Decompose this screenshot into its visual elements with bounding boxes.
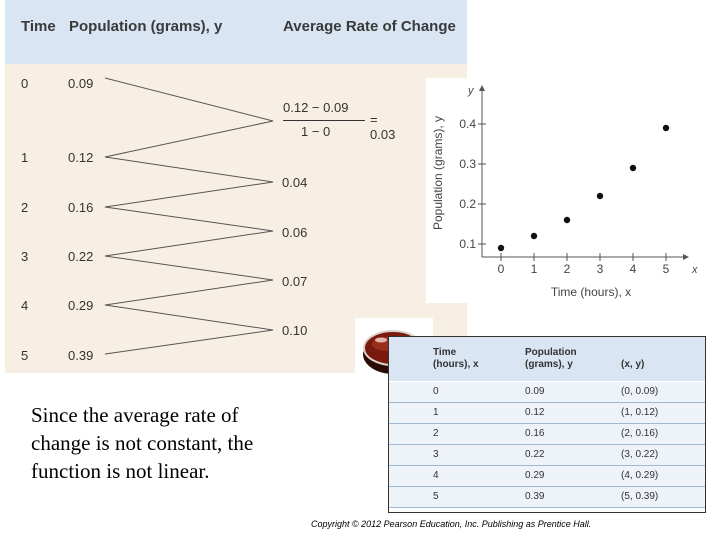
fraction-numerator: 0.12 − 0.09	[283, 100, 349, 115]
y-axis-letter: y	[467, 85, 475, 97]
population-cell: 0.09	[68, 76, 94, 91]
y-tick-label: 0.3	[459, 157, 476, 171]
time-cell: 0	[21, 76, 29, 91]
x-axis-label: Time (hours), x	[551, 285, 631, 299]
cell-x: 1	[433, 407, 439, 418]
cell-pair: (2, 0.16)	[621, 428, 659, 439]
cell-pair: (5, 0.39)	[621, 491, 659, 502]
cell-y: 0.16	[525, 428, 545, 439]
table-row: 1 0.12 (1, 0.12)	[389, 403, 705, 424]
x-axis-letter: x	[691, 264, 698, 276]
rate-fraction: 0.12 − 0.09 1 − 0 = 0.03	[283, 100, 396, 142]
header-rate: Average Rate of Change	[283, 18, 456, 35]
data-point	[530, 232, 538, 240]
rate-table-header: Time Population (grams), y Average Rate …	[5, 0, 467, 64]
data-point	[662, 124, 670, 132]
scatter-chart: y x Time (hours), x Population (grams), …	[426, 78, 720, 303]
cell-y: 0.22	[525, 449, 545, 460]
cell-pair: (4, 0.29)	[621, 470, 659, 481]
table-row: 4 0.29 (4, 0.29)	[389, 466, 705, 487]
conclusion-caption: Since the average rate of change is not …	[31, 403, 254, 483]
cell-y: 0.29	[525, 470, 545, 481]
y-tick-label: 0.4	[459, 117, 476, 131]
copyright-notice: Copyright © 2012 Pearson Education, Inc.…	[311, 519, 592, 529]
header-time-line2: (hours), x	[433, 359, 479, 370]
x-tick-label: 5	[663, 262, 670, 276]
time-cell: 1	[21, 150, 29, 165]
cell-x: 4	[433, 470, 439, 481]
data-point	[596, 192, 604, 200]
population-cell: 0.39	[68, 348, 94, 363]
x-tick-label: 2	[564, 262, 571, 276]
cell-y: 0.12	[525, 407, 545, 418]
x-tick-label: 3	[597, 262, 604, 276]
cell-y: 0.09	[525, 386, 545, 397]
fraction-denominator: 1 − 0	[301, 124, 331, 139]
cell-x: 2	[433, 428, 439, 439]
data-table: Time (hours), x Population (grams), y (x…	[388, 336, 706, 513]
header-pair: (x, y)	[621, 359, 645, 370]
cell-pair: (3, 0.22)	[621, 449, 659, 460]
header-time: Time	[21, 18, 56, 35]
chart-svg: y x Time (hours), x Population (grams), …	[431, 85, 698, 299]
cell-x: 0	[433, 386, 439, 397]
header-population-line1: Population	[525, 347, 577, 358]
time-cell: 2	[21, 200, 29, 215]
fraction-bar	[283, 120, 365, 121]
header-time-line1: Time	[433, 347, 457, 358]
cell-y: 0.39	[525, 491, 545, 502]
y-axis-label: Population (grams), y	[431, 116, 445, 230]
table-row: 2 0.16 (2, 0.16)	[389, 424, 705, 445]
rate-value: 0.07	[282, 274, 308, 289]
data-point	[497, 244, 505, 252]
connector-lines	[104, 77, 274, 355]
data-point	[563, 216, 571, 224]
cell-x: 5	[433, 491, 439, 502]
rate-of-change-table: Time Population (grams), y Average Rate …	[5, 0, 467, 373]
rate-value: 0.10	[282, 323, 308, 338]
table-row: 0 0.09 (0, 0.09)	[389, 382, 705, 403]
y-tick-label: 0.2	[459, 197, 476, 211]
x-tick-label: 4	[630, 262, 637, 276]
table-row: 3 0.22 (3, 0.22)	[389, 445, 705, 466]
cell-pair: (1, 0.12)	[621, 407, 659, 418]
time-cell: 4	[21, 298, 29, 313]
header-population: Population (grams), y	[69, 18, 223, 35]
rate-value: 0.04	[282, 175, 308, 190]
cell-x: 3	[433, 449, 439, 460]
y-tick-label: 0.1	[459, 237, 476, 251]
table-row: 5 0.39 (5, 0.39)	[389, 487, 705, 508]
population-cell: 0.12	[68, 150, 94, 165]
population-cell: 0.22	[68, 249, 94, 264]
header-population-line2: (grams), y	[525, 359, 573, 370]
data-table-header: Time (hours), x Population (grams), y (x…	[389, 337, 705, 381]
x-tick-label: 0	[498, 262, 505, 276]
population-cell: 0.29	[68, 298, 94, 313]
x-tick-label: 1	[531, 262, 538, 276]
population-cell: 0.16	[68, 200, 94, 215]
cell-pair: (0, 0.09)	[621, 386, 659, 397]
rate-value: 0.06	[282, 225, 308, 240]
data-point	[629, 164, 637, 172]
time-cell: 5	[21, 348, 29, 363]
time-cell: 3	[21, 249, 29, 264]
fraction-result: = 0.03	[370, 112, 396, 142]
